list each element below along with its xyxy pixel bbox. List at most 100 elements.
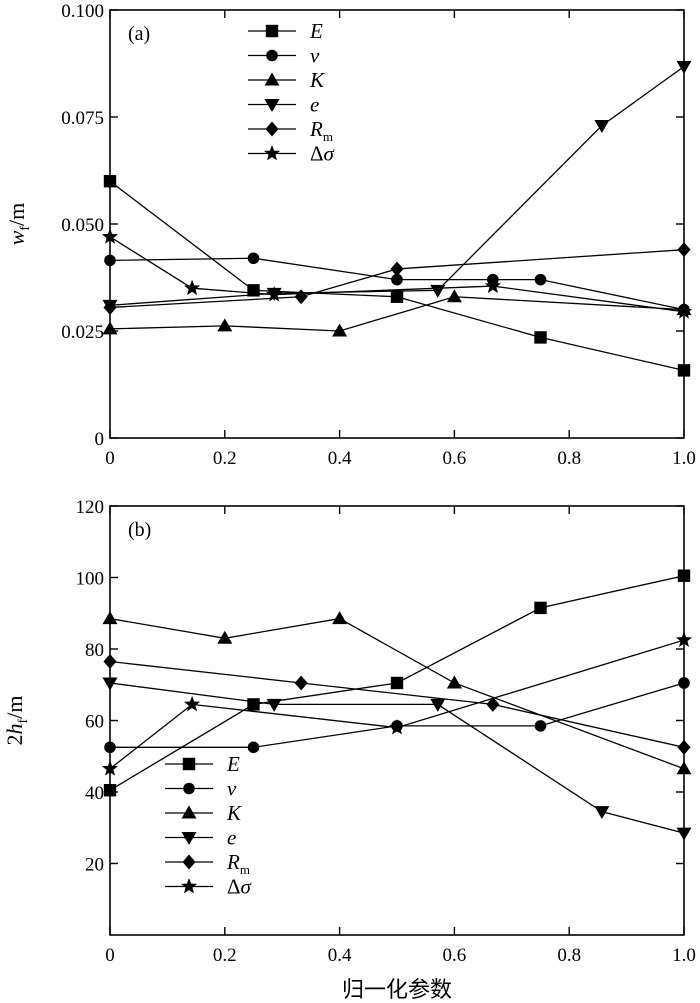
y-tick-label: 120 [76,497,105,518]
legend-entry-e: E [248,19,323,43]
legend-entry-e: e [248,93,319,117]
data-point-k [102,321,118,335]
legend-label-nu: ν [227,777,237,801]
data-point-e [677,364,691,377]
data-point-rm [294,289,308,305]
y-tick-label: 20 [85,855,104,876]
data-point-rm [390,261,404,277]
y-tick-label: 0 [95,429,105,450]
x-axis-label: 归一化参数 [342,977,452,1002]
data-point-nu [534,720,547,732]
legend-entry-rm: Rm [248,117,333,144]
data-point-nu [678,677,690,689]
y-tick-label: 80 [85,640,104,661]
data-point-delta-sigma [266,286,283,302]
data-point-e [430,698,446,712]
series-line-nu [110,682,685,748]
legend-label-delta-sigma: Δσ [227,875,253,899]
y-tick-label: 0.050 [61,215,104,236]
data-point-delta-sigma [675,303,693,319]
data-point-e [594,806,610,820]
x-tick-label: 0.2 [213,448,237,469]
data-point-nu [247,252,260,265]
x-tick-label: 0 [105,945,115,966]
y-tick-label: 0.100 [61,1,104,22]
legend-marker-e [264,99,280,112]
series-delta-sigma [101,631,693,776]
data-point-delta-sigma [184,279,201,296]
data-point-k [676,761,692,775]
legend-marker-k [264,72,280,86]
y-tick-label: 40 [85,783,104,804]
x-tick-label: 0.4 [328,945,352,966]
y-tick-label: 100 [76,569,105,590]
data-point-delta-sigma [184,695,201,712]
legend-label-e: e [310,93,319,117]
data-point-nu [247,741,260,754]
plot-frame [109,9,685,439]
x-tick-label: 0.6 [443,448,467,469]
x-tick-label: 0.4 [328,448,352,469]
legend-marker-delta-sigma [180,878,198,894]
legend-entry-rm: Rm [165,850,250,877]
legend-entry-k: K [165,801,242,825]
legend-marker-e [265,24,279,38]
series-e [103,569,691,797]
x-tick-label: 0.2 [213,945,237,966]
data-point-e [390,290,404,303]
legend-entry-nu: ν [248,44,320,68]
legend-entry-delta-sigma: Δσ [165,875,253,899]
x-tick-label: 0.8 [557,448,581,469]
x-tick-label: 1.0 [672,448,696,469]
data-point-k [102,611,118,625]
series-rm [103,242,691,315]
data-point-e [390,676,404,690]
y-tick-label: 60 [85,712,104,733]
legend-entry-e: E [165,752,240,776]
legend-label-e: E [309,19,323,43]
data-point-k [217,630,233,644]
legend-marker-rm [182,854,196,870]
series-line-nu [109,257,685,311]
data-point-delta-sigma [484,277,501,293]
panel-a: 0 0.2 0.4 0.6 0.8 1.0 0 0.025 0.050 0.075 0.100 (a)… [4,1,696,469]
data-point-e [266,698,282,712]
data-point-rm [677,739,691,755]
legend-label-nu: ν [310,44,320,68]
series-e [102,677,692,841]
legend-marker-e [181,832,197,845]
data-point-nu [534,273,547,286]
x-tick-label: 0.6 [443,945,467,966]
data-point-e [677,569,691,582]
data-point-rm [103,299,117,315]
data-point-rm [486,696,500,712]
data-point-e [103,784,117,797]
legend-label-e: e [227,826,236,850]
data-point-rm [294,675,308,691]
data-point-nu [391,273,403,286]
legend-label-rm: Rm [226,850,250,877]
legend-entry-nu: ν [165,777,237,801]
y-tick-label: 0.025 [61,322,104,343]
data-point-rm [103,654,117,670]
data-point-e [247,698,260,711]
legend-label-rm: Rm [309,117,333,144]
legend-label-k: K [226,801,242,825]
legend-entry-delta-sigma: Δσ [248,142,336,166]
series-k [102,611,692,775]
series-nu [104,252,690,316]
legend-marker-nu [266,49,278,62]
data-point-delta-sigma [101,760,119,776]
data-point-e [676,60,692,74]
series-delta-sigma [101,228,693,319]
data-point-e [594,120,610,134]
data-point-e [534,601,547,615]
data-point-e [676,827,692,841]
data-point-e [534,331,547,344]
data-point-e [103,175,117,188]
data-point-rm [677,242,691,258]
legend-entry-k: K [248,68,325,92]
data-point-k [332,323,348,337]
data-point-nu [104,254,116,267]
